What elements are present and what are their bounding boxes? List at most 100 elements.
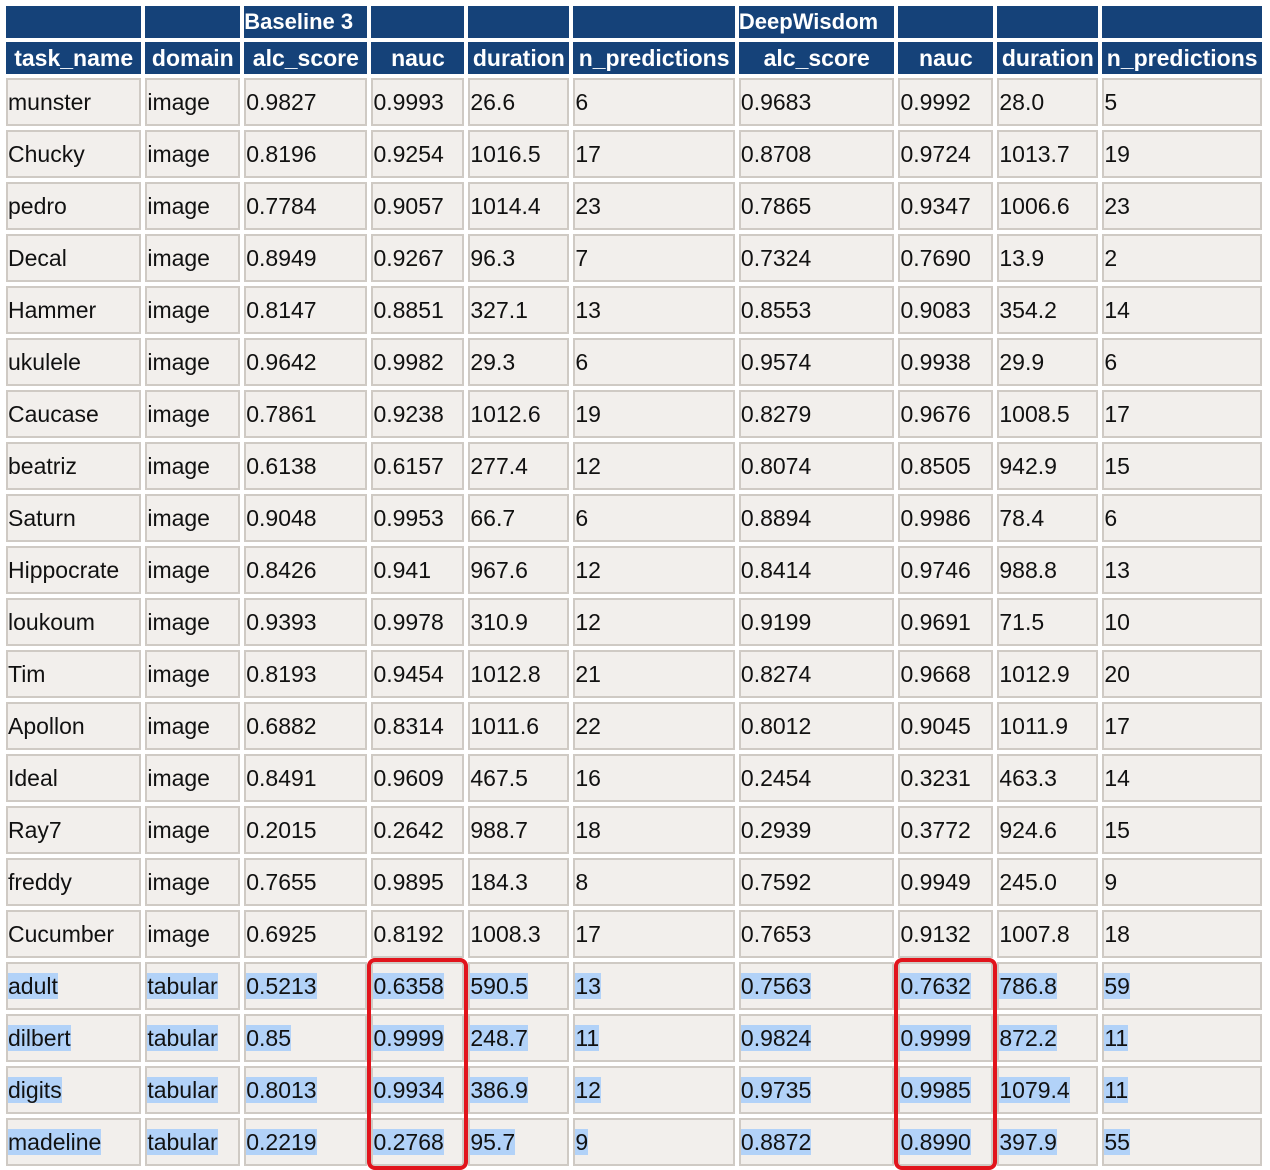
column-header-deepwisdom-n-predictions[interactable]: n_predictions bbox=[1102, 42, 1262, 74]
cell-baseline-n-predictions: 16 bbox=[573, 754, 735, 802]
cell-text: 0.9953 bbox=[373, 504, 444, 531]
cell-text: digits bbox=[8, 1076, 62, 1103]
table-row[interactable]: Apollon image 0.6882 0.8314 1011.6 22 0.8012 0.… bbox=[6, 702, 1262, 750]
cell-task-name: madeline bbox=[6, 1118, 142, 1166]
cell-domain: tabular bbox=[145, 1118, 241, 1166]
cell-text: 0.2219 bbox=[246, 1128, 317, 1155]
table-row[interactable]: ukulele image 0.9642 0.9982 29.3 6 0.9574 0.993… bbox=[6, 338, 1262, 386]
column-header-baseline-nauc[interactable]: nauc bbox=[371, 42, 465, 74]
table-row[interactable]: Chucky image 0.8196 0.9254 1016.5 17 0.8708 0.9… bbox=[6, 130, 1262, 178]
group-header-9 bbox=[1102, 6, 1262, 38]
cell-deepwisdom-duration: 1007.8 bbox=[997, 910, 1099, 958]
cell-task-name: loukoum bbox=[6, 598, 142, 646]
cell-baseline-alc-score: 0.7655 bbox=[244, 858, 368, 906]
cell-text: 1007.8 bbox=[999, 920, 1070, 947]
table-row[interactable]: Decal image 0.8949 0.9267 96.3 7 0.7324 0.7690 1… bbox=[6, 234, 1262, 282]
cell-baseline-duration: 327.1 bbox=[468, 286, 570, 334]
column-header-baseline-n-predictions[interactable]: n_predictions bbox=[573, 42, 735, 74]
cell-text: 29.3 bbox=[470, 348, 516, 375]
cell-text: 95.7 bbox=[470, 1128, 516, 1155]
cell-text: 66.7 bbox=[470, 504, 516, 531]
cell-text: 0.7563 bbox=[740, 972, 812, 999]
table-row[interactable]: Cucumber image 0.6925 0.8192 1008.3 17 0.7653 0… bbox=[6, 910, 1262, 958]
cell-text: image bbox=[147, 920, 210, 947]
cell-text: 0.2642 bbox=[373, 816, 444, 843]
cell-deepwisdom-n-predictions: 55 bbox=[1102, 1118, 1262, 1166]
cell-deepwisdom-alc-score: 0.9574 bbox=[738, 338, 895, 386]
cell-deepwisdom-nauc: 0.8990 bbox=[898, 1118, 994, 1166]
table-row[interactable]: munster image 0.9827 0.9993 26.6 6 0.9683 0.999… bbox=[6, 78, 1262, 126]
table-row[interactable]: Ideal image 0.8491 0.9609 467.5 16 0.2454 0.323… bbox=[6, 754, 1262, 802]
cell-deepwisdom-duration: 71.5 bbox=[997, 598, 1099, 646]
table-row[interactable]: freddy image 0.7655 0.9895 184.3 8 0.7592 0.994… bbox=[6, 858, 1262, 906]
cell-deepwisdom-n-predictions: 14 bbox=[1102, 286, 1262, 334]
table-row[interactable]: madeline tabular 0.2219 0.2768 95.7 9 0.8872 0.… bbox=[6, 1118, 1262, 1166]
table-row[interactable]: adult tabular 0.5213 0.6358 590.5 13 0.7563 0.7… bbox=[6, 962, 1262, 1010]
cell-text: 310.9 bbox=[470, 608, 528, 635]
cell-text: 0.9992 bbox=[900, 88, 971, 115]
cell-text: 0.9999 bbox=[900, 1024, 971, 1051]
column-header-deepwisdom-duration[interactable]: duration bbox=[997, 42, 1099, 74]
column-header-deepwisdom-alc-score[interactable]: alc_score bbox=[738, 42, 895, 74]
table-row[interactable]: Tim image 0.8193 0.9454 1012.8 21 0.8274 0.9668… bbox=[6, 650, 1262, 698]
cell-text: 0.9938 bbox=[900, 348, 971, 375]
cell-text: 277.4 bbox=[470, 452, 528, 479]
table-row[interactable]: dilbert tabular 0.85 0.9999 248.7 11 0.9824 0.9… bbox=[6, 1014, 1262, 1062]
cell-text: Ray7 bbox=[8, 816, 62, 843]
group-header-7 bbox=[898, 6, 994, 38]
cell-text: image bbox=[147, 660, 210, 687]
cell-task-name: dilbert bbox=[6, 1014, 142, 1062]
cell-deepwisdom-n-predictions: 17 bbox=[1102, 390, 1262, 438]
cell-deepwisdom-alc-score: 0.8274 bbox=[738, 650, 895, 698]
column-header-task-name[interactable]: task_name bbox=[6, 42, 142, 74]
cell-text: 988.7 bbox=[470, 816, 528, 843]
cell-text: 0.9827 bbox=[246, 88, 317, 115]
cell-text: image bbox=[147, 608, 210, 635]
cell-baseline-n-predictions: 12 bbox=[573, 1066, 735, 1114]
column-header-baseline-duration[interactable]: duration bbox=[468, 42, 570, 74]
cell-domain: image bbox=[145, 286, 241, 334]
cell-text: 18 bbox=[575, 816, 601, 843]
cell-baseline-nauc: 0.8851 bbox=[371, 286, 465, 334]
table-row[interactable]: pedro image 0.7784 0.9057 1014.4 23 0.7865 0.93… bbox=[6, 182, 1262, 230]
cell-deepwisdom-alc-score: 0.9199 bbox=[738, 598, 895, 646]
cell-baseline-n-predictions: 18 bbox=[573, 806, 735, 854]
cell-deepwisdom-alc-score: 0.8553 bbox=[738, 286, 895, 334]
cell-baseline-n-predictions: 21 bbox=[573, 650, 735, 698]
cell-baseline-duration: 1016.5 bbox=[468, 130, 570, 178]
cell-text: 0.9668 bbox=[900, 660, 971, 687]
table-row[interactable]: beatriz image 0.6138 0.6157 277.4 12 0.8074 0.8… bbox=[6, 442, 1262, 490]
cell-deepwisdom-n-predictions: 13 bbox=[1102, 546, 1262, 594]
cell-deepwisdom-duration: 924.6 bbox=[997, 806, 1099, 854]
cell-deepwisdom-nauc: 0.9691 bbox=[898, 598, 994, 646]
cell-text: 26.6 bbox=[470, 88, 516, 115]
cell-deepwisdom-duration: 1012.9 bbox=[997, 650, 1099, 698]
cell-baseline-nauc: 0.8192 bbox=[371, 910, 465, 958]
table-row[interactable]: Hippocrate image 0.8426 0.941 967.6 12 0.8414 0… bbox=[6, 546, 1262, 594]
cell-deepwisdom-nauc: 0.9083 bbox=[898, 286, 994, 334]
cell-text: 0.7324 bbox=[740, 244, 812, 271]
group-header-3 bbox=[371, 6, 465, 38]
table-row[interactable]: Ray7 image 0.2015 0.2642 988.7 18 0.2939 0.3772… bbox=[6, 806, 1262, 854]
column-header-baseline-alc-score[interactable]: alc_score bbox=[244, 42, 368, 74]
cell-text: image bbox=[147, 296, 210, 323]
cell-baseline-nauc: 0.9254 bbox=[371, 130, 465, 178]
cell-text: 0.8894 bbox=[740, 504, 812, 531]
cell-text: Cucumber bbox=[8, 920, 115, 947]
cell-domain: tabular bbox=[145, 1014, 241, 1062]
table-row[interactable]: Hammer image 0.8147 0.8851 327.1 13 0.8553 0.90… bbox=[6, 286, 1262, 334]
cell-text: 1079.4 bbox=[999, 1076, 1070, 1103]
table-row[interactable]: loukoum image 0.9393 0.9978 310.9 12 0.9199 0.9… bbox=[6, 598, 1262, 646]
column-header-domain[interactable]: domain bbox=[145, 42, 241, 74]
cell-task-name: digits bbox=[6, 1066, 142, 1114]
column-header-deepwisdom-nauc[interactable]: nauc bbox=[898, 42, 994, 74]
cell-text: image bbox=[147, 452, 210, 479]
table-row[interactable]: Caucase image 0.7861 0.9238 1012.6 19 0.8279 0.… bbox=[6, 390, 1262, 438]
cell-task-name: Hippocrate bbox=[6, 546, 142, 594]
cell-text: 1016.5 bbox=[470, 140, 541, 167]
table-row[interactable]: Saturn image 0.9048 0.9953 66.7 6 0.8894 0.9986… bbox=[6, 494, 1262, 542]
table-row[interactable]: digits tabular 0.8013 0.9934 386.9 12 0.9735 0.… bbox=[6, 1066, 1262, 1114]
cell-deepwisdom-nauc: 0.9986 bbox=[898, 494, 994, 542]
cell-text: 0.2768 bbox=[373, 1128, 444, 1155]
cell-text: beatriz bbox=[8, 452, 78, 479]
